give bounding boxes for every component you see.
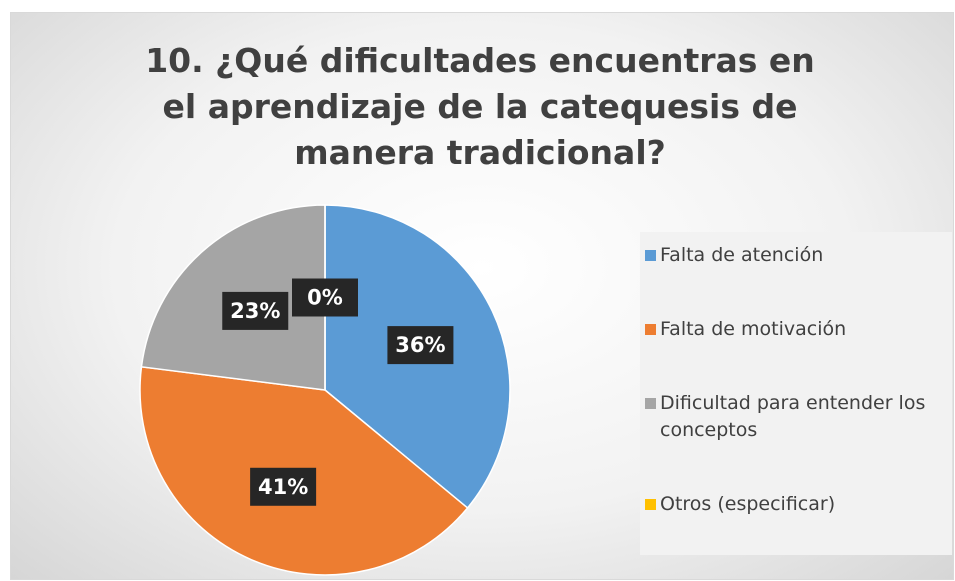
- legend: Falta de atención Falta de motivación Difi…: [640, 232, 952, 555]
- legend-label: Falta de atención: [660, 244, 824, 266]
- legend-item: Falta de motivación: [645, 316, 952, 343]
- legend-label: Falta de motivación: [660, 318, 847, 340]
- legend-item: Otros (especificar): [645, 491, 952, 518]
- legend-item: Falta de atención: [645, 242, 952, 269]
- legend-label: Otros (especificar): [660, 493, 836, 515]
- legend-label: Dificultad para entender los conceptos: [660, 392, 926, 441]
- data-label: 36%: [387, 326, 454, 365]
- data-label-text: 41%: [258, 475, 308, 499]
- data-label-text: 0%: [307, 286, 343, 310]
- chart-title: 10. ¿Qué dificultades encuentras en el a…: [145, 41, 815, 172]
- data-label-box: [222, 291, 289, 330]
- data-label-box: [292, 278, 358, 317]
- data-label-text: 23%: [230, 299, 280, 323]
- legend-swatch: [645, 398, 656, 409]
- legend-swatch: [645, 250, 656, 261]
- data-label: 23%: [222, 291, 289, 330]
- legend-swatch: [645, 499, 656, 510]
- legend-swatch: [645, 324, 656, 335]
- data-label-text: 36%: [395, 333, 445, 357]
- data-label-box: [387, 326, 454, 365]
- data-label: 41%: [250, 467, 317, 506]
- legend-item: Dificultad para entender los conceptos: [645, 390, 952, 444]
- data-label-box: [250, 467, 317, 506]
- data-label: 0%: [292, 278, 358, 317]
